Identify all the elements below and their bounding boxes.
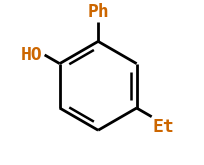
Text: HO: HO	[21, 46, 42, 64]
Text: Ph: Ph	[87, 3, 109, 21]
Text: Et: Et	[152, 118, 174, 136]
